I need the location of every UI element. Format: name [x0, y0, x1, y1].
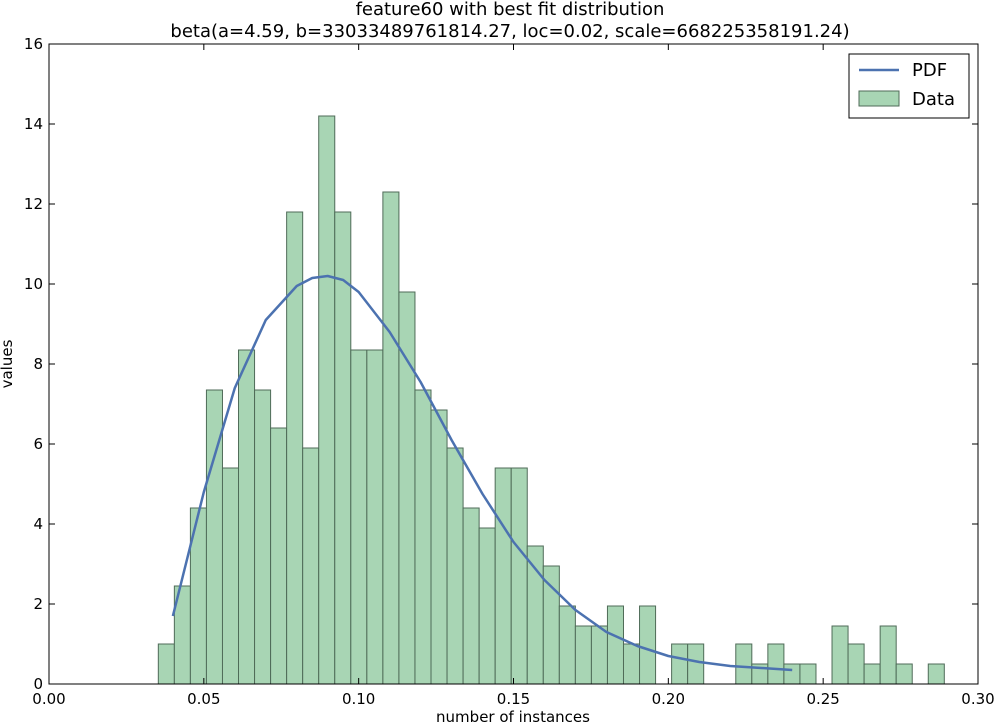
x-tick-label: 0.30 [961, 690, 994, 708]
y-tick-label: 16 [24, 35, 43, 53]
histogram-bar [863, 663, 881, 685]
chart-title: feature60 with best fit distribution [356, 0, 665, 20]
histogram-bar [558, 605, 576, 685]
legend-data-swatch [858, 90, 900, 107]
histogram-bar [879, 625, 897, 685]
histogram-bar [318, 115, 336, 685]
legend-data-label: Data [912, 89, 955, 110]
histogram-bar [767, 643, 785, 685]
x-tick-label: 0.15 [497, 690, 530, 708]
histogram-bar [574, 625, 592, 685]
histogram-bar [606, 605, 624, 685]
histogram-bar [526, 545, 544, 685]
histogram-bar [238, 349, 256, 685]
y-axis-label: values [0, 339, 16, 388]
y-tick-label: 10 [24, 275, 43, 293]
legend-box [848, 53, 970, 119]
histogram-bar [831, 625, 849, 685]
y-axis-ticks: 0 2 4 6 8 10 12 14 16 [24, 35, 978, 693]
histogram-bar [671, 643, 689, 685]
y-tick-label: 8 [33, 355, 43, 373]
histogram-bar [157, 643, 175, 685]
histogram-bars [157, 115, 945, 685]
histogram-bar [462, 507, 480, 685]
histogram-bar [382, 191, 400, 685]
histogram-bar [687, 643, 705, 685]
x-axis-ticks: 0.00 0.05 0.10 0.15 0.20 0.25 0.30 [32, 44, 995, 708]
legend: PDF Data [848, 53, 970, 119]
pdf-curve-group [171, 274, 793, 672]
histogram-bar [783, 663, 801, 685]
histogram-bar [622, 643, 641, 685]
histogram-bar [350, 349, 368, 685]
histogram-bar [799, 663, 817, 685]
histogram-bar [847, 643, 865, 685]
histogram-bar [590, 625, 608, 685]
histogram-bar [639, 605, 657, 685]
histogram-bar [494, 467, 512, 685]
y-tick-label: 4 [33, 515, 43, 533]
y-tick-label: 2 [33, 595, 43, 613]
histogram-bar [510, 467, 528, 685]
x-tick-label: 0.10 [342, 690, 375, 708]
histogram-bar [302, 447, 320, 685]
histogram-bar [895, 663, 913, 685]
y-tick-label: 6 [33, 435, 43, 453]
x-axis-label: number of instances [436, 708, 590, 726]
histogram-bar [254, 389, 272, 685]
x-tick-label: 0.00 [32, 690, 65, 708]
histogram-bar [430, 409, 448, 685]
x-tick-label: 0.05 [187, 690, 220, 708]
legend-pdf-label: PDF [912, 60, 947, 81]
y-tick-label: 0 [33, 675, 43, 693]
histogram-bar [735, 643, 753, 685]
histogram-bar [221, 467, 240, 685]
histogram-bar [366, 349, 384, 685]
histogram-bar [414, 389, 432, 685]
histogram-bar [270, 427, 288, 685]
histogram-bar [446, 447, 464, 685]
x-tick-label: 0.20 [652, 690, 685, 708]
chart-subtitle: beta(a=4.59, b=33033489761814.27, loc=0.… [170, 21, 849, 42]
histogram-bar [478, 527, 496, 685]
y-tick-label: 14 [24, 115, 43, 133]
histogram-bar [542, 565, 560, 685]
y-tick-label: 12 [24, 195, 43, 213]
x-tick-label: 0.25 [806, 690, 839, 708]
histogram-bar [927, 663, 945, 685]
pdf-curve [171, 274, 793, 672]
